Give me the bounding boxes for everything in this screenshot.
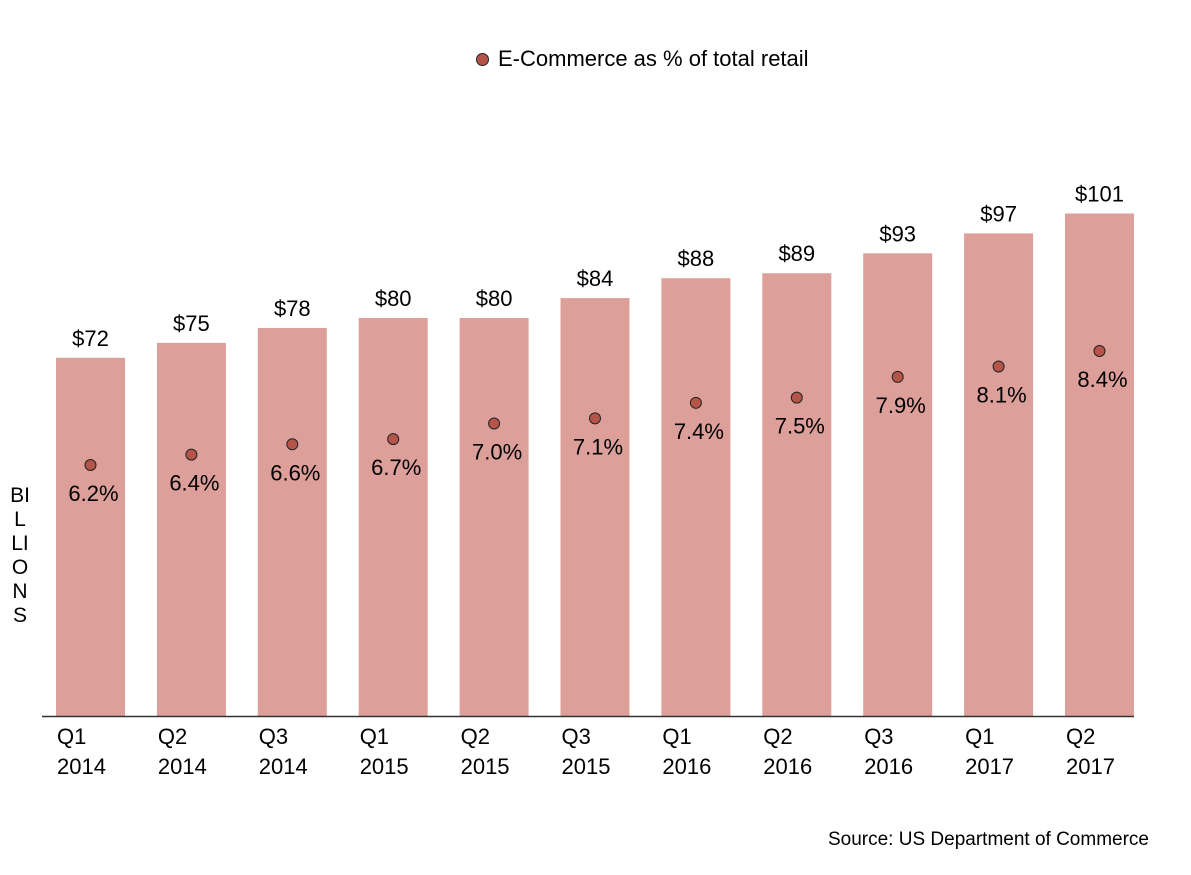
bar-value-label: $84: [577, 266, 614, 291]
x-tick-label-year: 2015: [461, 754, 510, 779]
bar: [1065, 213, 1134, 716]
bar-value-label: $78: [274, 296, 311, 321]
x-tick-label-year: 2016: [662, 754, 711, 779]
bar-value-label: $72: [72, 326, 109, 351]
percent-label: 6.4%: [169, 471, 219, 496]
percent-point: [790, 391, 803, 404]
x-tick-label-quarter: Q1: [360, 724, 389, 749]
x-tick-label-year: 2017: [965, 754, 1014, 779]
bar: [459, 318, 529, 716]
source-note: Source: US Department of Commerce: [827, 829, 1149, 850]
x-tick-label-quarter: Q3: [864, 724, 893, 749]
bar: [863, 253, 933, 716]
x-tick-label-year: 2017: [1066, 754, 1115, 779]
bar-value-label: $93: [879, 221, 916, 246]
bar-value-label: $97: [980, 201, 1017, 226]
x-tick-label-quarter: Q2: [461, 724, 490, 749]
percent-point: [891, 370, 904, 383]
percent-label: 7.0%: [472, 440, 522, 465]
percent-label: 8.4%: [1077, 367, 1127, 392]
x-tick-label-year: 2016: [864, 754, 913, 779]
percent-label: 6.2%: [68, 481, 118, 506]
percent-label: 6.6%: [270, 460, 320, 485]
percent-point: [589, 412, 601, 425]
x-tick-label-quarter: Q1: [965, 724, 994, 749]
bar: [56, 357, 125, 716]
percent-label: 7.5%: [775, 414, 825, 439]
percent-point: [689, 396, 702, 409]
x-tick-label-quarter: Q3: [259, 724, 288, 749]
y-axis-label: BILLIONS: [10, 484, 30, 627]
legend-label: E-Commerce as % of total retail: [498, 46, 809, 71]
bar: [560, 298, 630, 716]
x-tick-label-year: 2015: [360, 754, 409, 779]
bar-value-label: $101: [1075, 182, 1124, 207]
percent-label: 8.1%: [977, 383, 1027, 408]
bar-value-label: $75: [173, 311, 210, 336]
percent-label: 7.9%: [876, 393, 926, 418]
x-tick-label-year: 2016: [763, 754, 812, 779]
x-tick-label-year: 2014: [158, 754, 207, 779]
x-tick-label-quarter: Q1: [662, 724, 691, 749]
bar: [661, 278, 731, 716]
bar-value-label: $89: [778, 241, 815, 266]
bar-value-label: $88: [678, 246, 715, 271]
x-tick-label-quarter: Q2: [1066, 724, 1095, 749]
bar: [358, 318, 428, 716]
percent-point: [992, 360, 1005, 373]
x-tick-label-year: 2014: [259, 754, 308, 779]
percent-label: 6.7%: [371, 455, 421, 480]
percent-label: 7.4%: [674, 419, 724, 444]
x-tick-label-quarter: Q2: [763, 724, 792, 749]
x-tick-label-year: 2014: [57, 754, 106, 779]
bar-value-label: $80: [375, 286, 412, 311]
x-tick-label-quarter: Q1: [57, 724, 86, 749]
percent-label: 7.1%: [573, 434, 623, 459]
percent-point: [488, 417, 501, 430]
bar: [964, 233, 1034, 717]
x-tick-label-quarter: Q3: [562, 724, 591, 749]
percent-point: [84, 459, 97, 471]
percent-point: [1093, 345, 1106, 357]
legend: E-Commerce as % of total retail: [476, 46, 809, 72]
percent-point: [185, 448, 198, 461]
percent-point: [286, 438, 299, 451]
x-tick-label-year: 2015: [562, 754, 611, 779]
legend-marker: [476, 52, 489, 66]
bar: [257, 327, 327, 716]
bar: [762, 273, 832, 716]
percent-point: [387, 433, 400, 446]
bar-value-label: $80: [476, 286, 513, 311]
bar: [156, 342, 226, 716]
x-tick-label-quarter: Q2: [158, 724, 187, 749]
